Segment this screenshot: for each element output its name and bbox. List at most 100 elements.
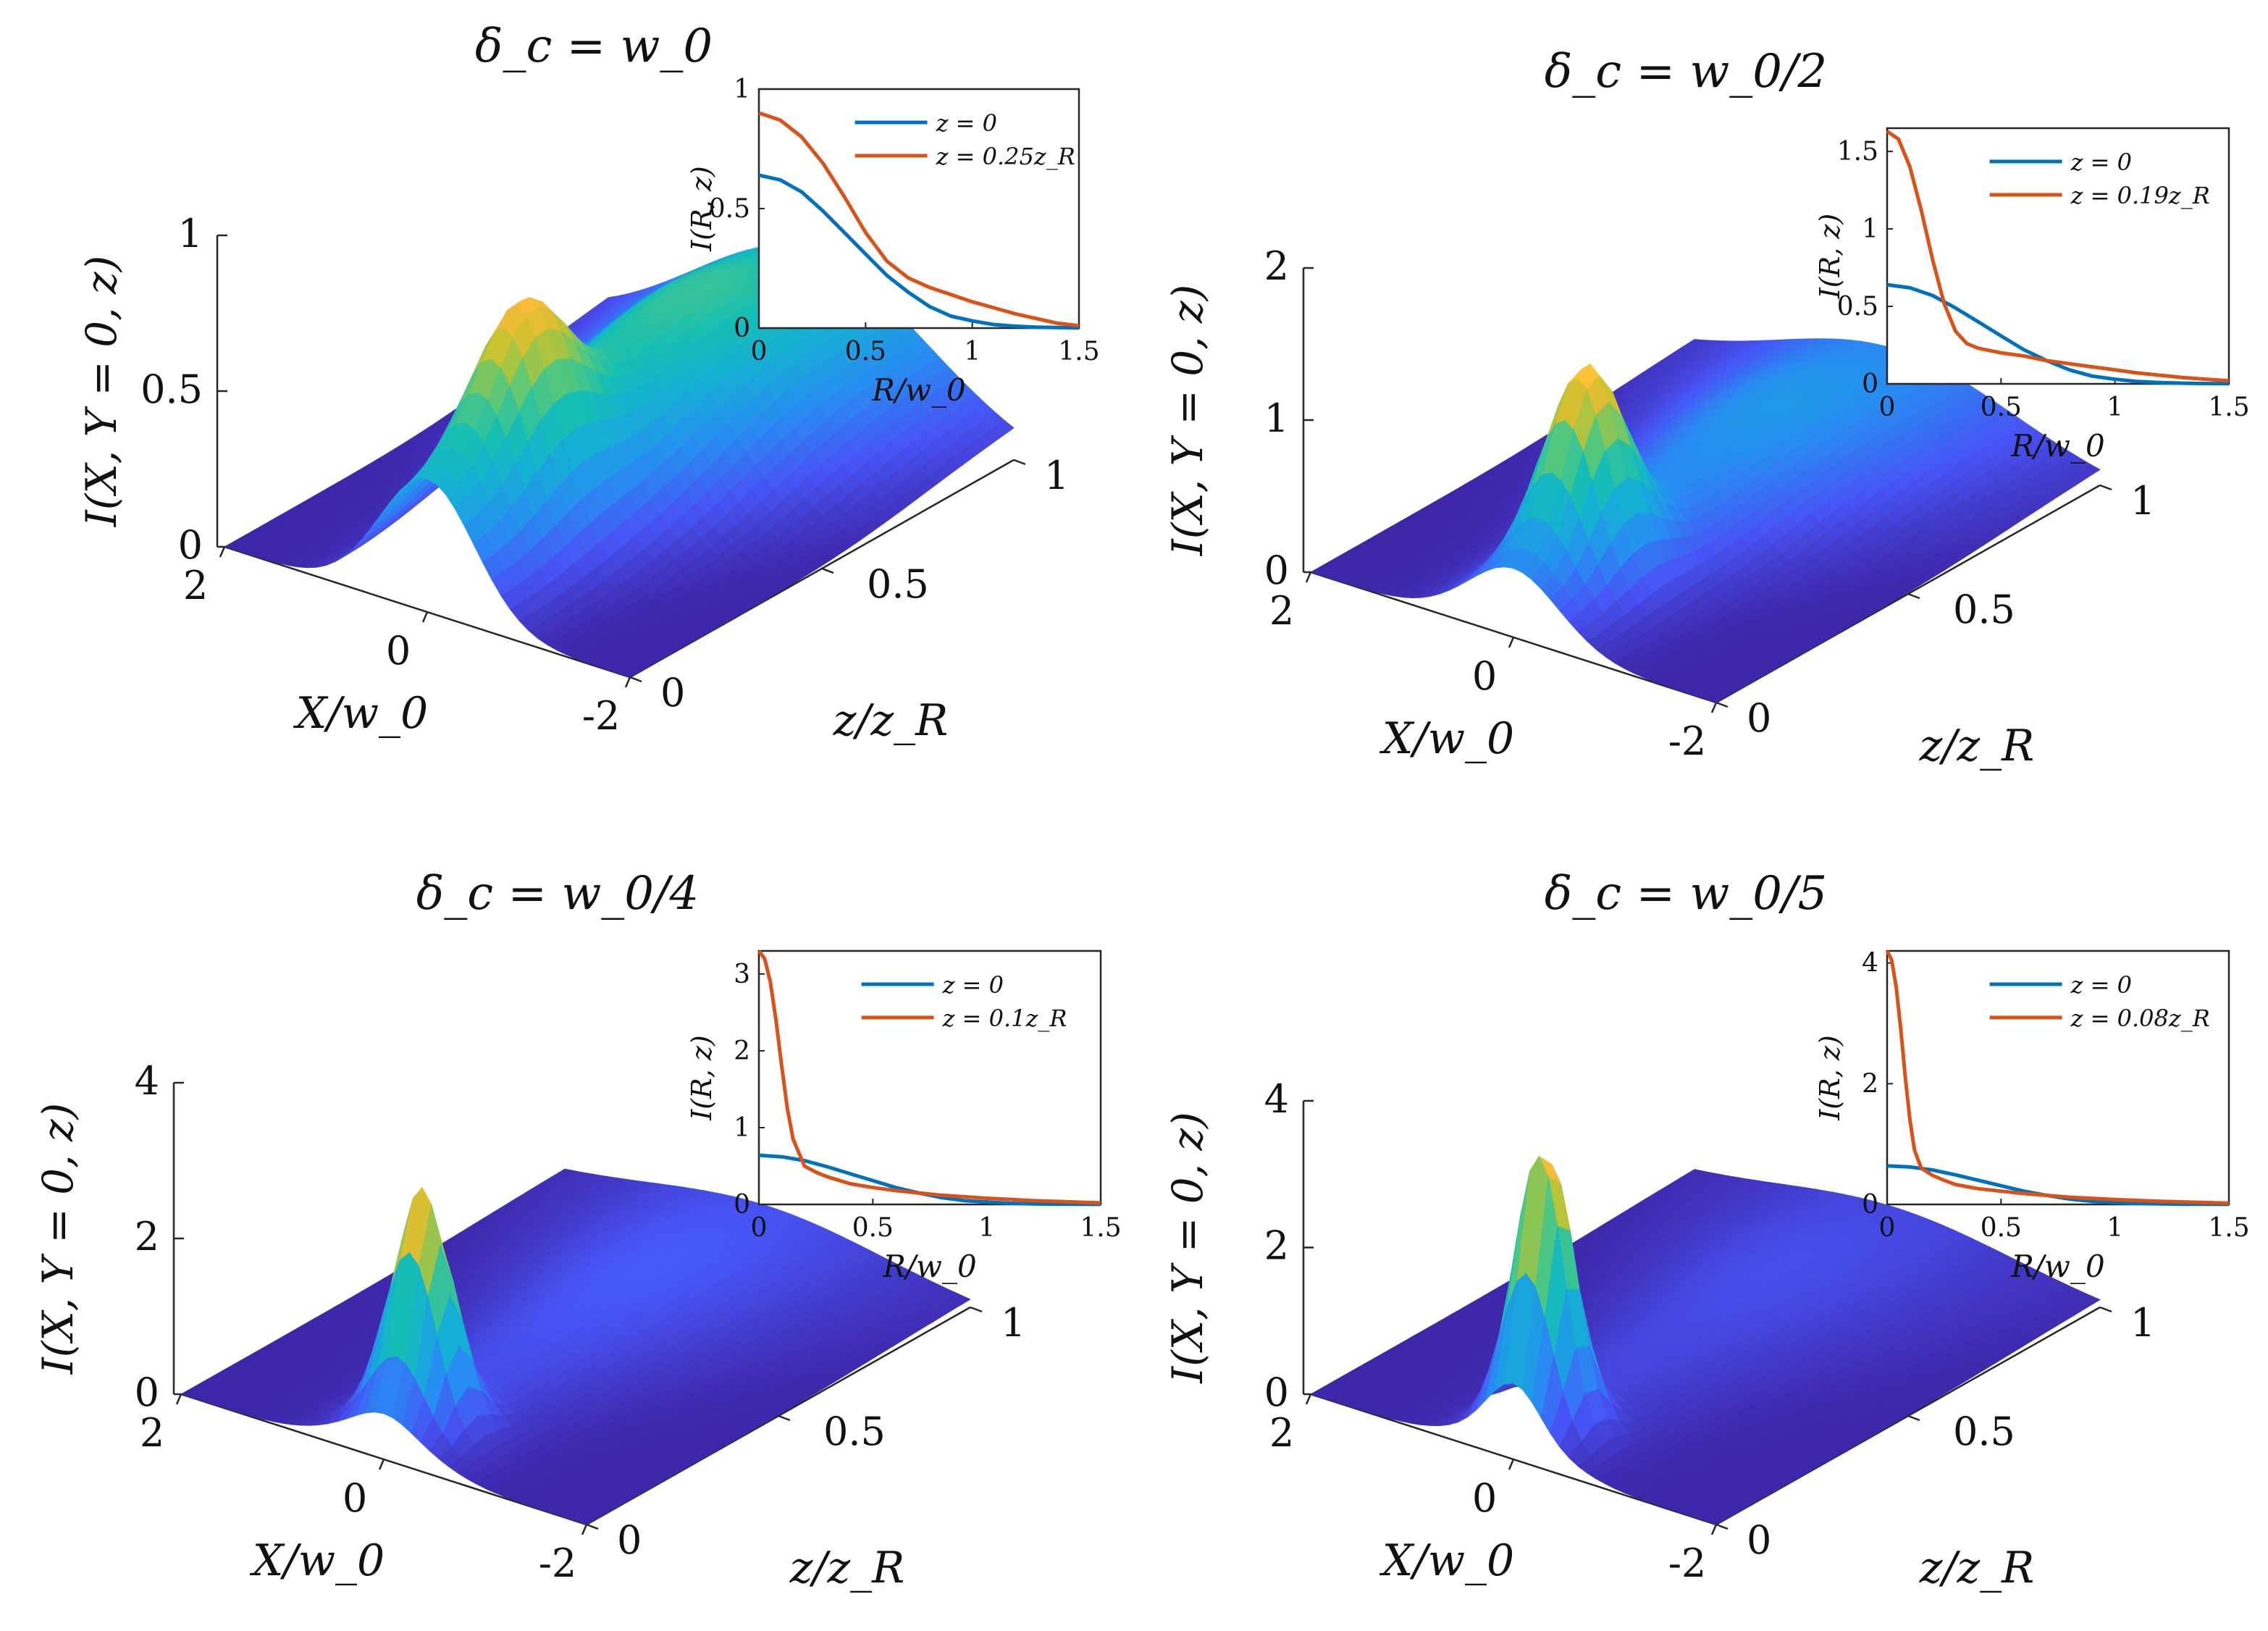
depth-tick-label: 1 xyxy=(1044,453,1069,498)
inset-series-line-1 xyxy=(757,949,1101,1205)
x-tick-label: -2 xyxy=(539,1540,577,1586)
legend-label: z = 0.1z_R xyxy=(942,1005,1067,1032)
x-tick-label: -2 xyxy=(1668,1540,1707,1586)
x-tick-label: -2 xyxy=(1668,718,1707,764)
x-tick-mark xyxy=(1508,637,1515,648)
x-tick-mark xyxy=(1710,702,1718,713)
inset-x-axis-label: R/w_0 xyxy=(871,372,965,408)
inset-y-axis-label: I(R, z) xyxy=(1814,214,1846,299)
z-tick-label: 4 xyxy=(1264,1076,1289,1122)
surface-cell xyxy=(576,1514,600,1525)
depth-tick-label: 0 xyxy=(660,670,685,716)
x-tick-label: 2 xyxy=(1269,1410,1294,1456)
z-tick-label: 4 xyxy=(135,1058,159,1104)
surface-mesh xyxy=(1310,1154,2101,1525)
inset-x-tick-label: 0.5 xyxy=(1981,393,2022,422)
panel-title: δ_c = w_0/5 xyxy=(1545,867,1827,921)
x-tick-mark xyxy=(1508,1459,1515,1470)
inset-x-tick-label: 0.5 xyxy=(845,337,886,366)
inset-x-tick-label: 0.5 xyxy=(852,1213,894,1243)
inset-x-tick-label: 1 xyxy=(978,1213,995,1243)
depth-tick-mark xyxy=(586,1523,599,1530)
z-axis-label: I(X, Y = 0, z) xyxy=(77,256,126,527)
legend-label: z = 0.19z_R xyxy=(2070,182,2210,209)
x-axis-label: X/w_0 xyxy=(1379,713,1514,764)
surface-cell xyxy=(1706,692,1730,703)
legend-label: z = 0.25z_R xyxy=(936,143,1075,170)
depth-axis-label: z/z_R xyxy=(833,695,949,746)
x-tick-label: 2 xyxy=(183,563,208,608)
z-axis-label: I(X, Y = 0, z) xyxy=(1163,285,1212,556)
inset-y-tick-label: 1.5 xyxy=(1837,137,1878,167)
inset-x-axis-label: R/w_0 xyxy=(882,1249,976,1284)
panel-title: δ_c = w_0/2 xyxy=(1545,45,1827,98)
x-axis-label: X/w_0 xyxy=(293,688,428,739)
depth-tick-label: 1 xyxy=(2130,1300,2155,1346)
x-tick-label: 0 xyxy=(1472,653,1497,699)
depth-tick-mark xyxy=(629,676,642,683)
z-tick-label: 1 xyxy=(1264,395,1289,441)
x-tick-mark xyxy=(1710,1524,1718,1535)
depth-axis-label: z/z_R xyxy=(1919,1543,2035,1593)
inset-y-tick-label: 1 xyxy=(734,75,750,104)
inset-y-tick-label: 3 xyxy=(734,960,750,989)
inset-y-tick-label: 0 xyxy=(1862,369,1878,399)
x-tick-mark xyxy=(421,611,429,623)
z-axis-label: I(X, Y = 0, z) xyxy=(33,1103,83,1375)
surface-panel-top-left: δ_c = w_000.51I(X, Y = 0, z)20-2X/w_0 00.… xyxy=(77,20,1100,746)
depth-tick-mark xyxy=(1013,458,1026,466)
z-tick-label: 1 xyxy=(178,211,203,256)
inset-y-axis-label: I(R, z) xyxy=(686,166,718,251)
surface-mesh xyxy=(180,1168,971,1525)
z-axis-label: I(X, Y = 0, z) xyxy=(1163,1112,1212,1383)
z-tick-label: 0 xyxy=(1264,1370,1289,1415)
panel-title: δ_c = w_0 xyxy=(475,20,713,73)
inset-frame xyxy=(757,949,1102,1206)
inset-y-tick-label: 0.5 xyxy=(709,194,750,224)
z-tick-label: 0.5 xyxy=(140,366,203,412)
x-tick-label: 0 xyxy=(343,1475,367,1521)
x-tick-label: 2 xyxy=(1269,588,1294,634)
x-axis-label: X/w_0 xyxy=(1379,1535,1514,1586)
inset-y-tick-label: 1 xyxy=(734,1113,750,1143)
depth-tick-mark xyxy=(1715,1523,1729,1530)
depth-tick-mark xyxy=(821,567,834,574)
inset-frame xyxy=(757,88,1080,330)
inset-x-tick-label: 1.5 xyxy=(2208,393,2249,422)
x-tick-mark xyxy=(175,1393,182,1405)
depth-tick-label: 1 xyxy=(2130,478,2155,524)
inset-x-axis-label: R/w_0 xyxy=(2010,428,2104,464)
inset-frame xyxy=(1886,127,2230,385)
surface-cell xyxy=(620,666,644,678)
inset-series-line-1 xyxy=(758,111,1080,328)
x-tick-label: -2 xyxy=(582,693,621,739)
inset-x-tick-label: 1 xyxy=(964,337,980,366)
x-tick-label: 2 xyxy=(140,1410,164,1456)
legend-label: z = 0 xyxy=(942,971,1004,999)
depth-tick-mark xyxy=(778,1414,791,1422)
panel-title: δ_c = w_0/4 xyxy=(416,867,699,921)
legend-label: z = 0 xyxy=(936,109,997,137)
depth-tick-mark xyxy=(2099,484,2112,491)
depth-tick-label: 0.5 xyxy=(1953,1409,2015,1454)
inset-y-tick-label: 1 xyxy=(1862,214,1878,244)
depth-tick-mark xyxy=(1907,1414,1920,1422)
z-tick-label: 0 xyxy=(1264,548,1289,593)
depth-tick-label: 0 xyxy=(1747,1517,1771,1563)
inset-chart: 0 0.5 1 1.500.51R/w_0I(R, z)z = 0z = 0.25z_… xyxy=(686,75,1100,408)
z-tick-label: 0 xyxy=(178,522,203,568)
depth-axis-label: z/z_R xyxy=(1919,721,2035,771)
x-axis-label: X/w_0 xyxy=(250,1535,385,1586)
legend-label: z = 0 xyxy=(2070,148,2132,176)
inset-x-tick-label: 0 xyxy=(751,1213,768,1243)
surface-mesh xyxy=(1310,338,2101,703)
z-tick-label: 2 xyxy=(1264,1223,1289,1269)
inset-x-tick-label: 1.5 xyxy=(1058,337,1099,366)
inset-x-tick-label: 0 xyxy=(751,337,768,366)
depth-axis-label: z/z_R xyxy=(789,1543,905,1593)
x-tick-mark xyxy=(1305,1393,1312,1405)
